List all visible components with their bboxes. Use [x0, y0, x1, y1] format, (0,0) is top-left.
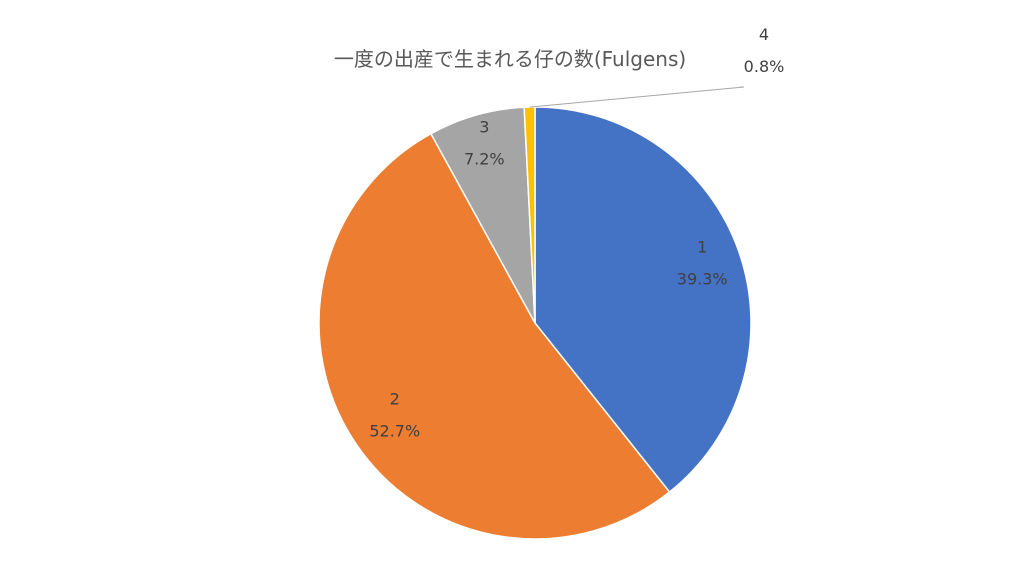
leader-lines [529, 86, 745, 108]
data-label-category-3: 3 [479, 117, 489, 136]
data-label-percent-3: 7.2% [464, 149, 505, 168]
data-label-percent-4: 0.8% [744, 57, 785, 76]
data-label-percent-1: 39.3% [677, 270, 728, 289]
leader-line-4 [529, 86, 745, 108]
data-label-category-1: 1 [697, 238, 707, 257]
data-label-percent-2: 52.7% [369, 421, 420, 440]
pie-slice-1 [534, 106, 752, 494]
data-labels: 1 39.3% 2 52.7% 3 7.2% 4 0.8% [369, 25, 784, 440]
pie-slice-2 [318, 132, 671, 540]
pie-slices [318, 106, 752, 540]
chart-title: 一度の出産で生まれる仔の数(Fulgens) [334, 47, 686, 71]
data-label-category-4: 4 [759, 25, 769, 44]
data-label-category-2: 2 [390, 389, 400, 408]
